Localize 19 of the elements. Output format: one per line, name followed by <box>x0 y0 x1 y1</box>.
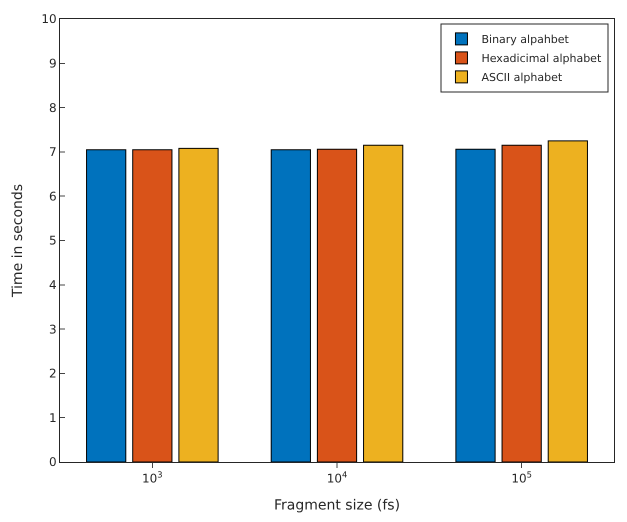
x-tick-label: 10$^{5}$ <box>511 469 532 486</box>
y-tick-label: 8 <box>48 100 57 115</box>
y-tick-label: 4 <box>48 278 57 292</box>
x-tick-label: 10$^{4}$ <box>326 469 348 486</box>
legend-label: ASCII alphabet <box>481 71 563 84</box>
y-tick-label: 1 <box>48 410 57 425</box>
legend-label: Hexadicimal alphabet <box>481 52 602 66</box>
y-tick-label: 7 <box>48 145 57 160</box>
x-tick-label: 10$^{3}$ <box>142 469 163 486</box>
y-tick-label: 9 <box>48 56 57 70</box>
y-tick-label: 2 <box>48 366 57 381</box>
y-tick-label: 6 <box>48 189 57 204</box>
y-tick-label: 5 <box>48 234 57 248</box>
legend-label: Binary alpahbet <box>481 33 570 46</box>
y-tick-label: 3 <box>48 322 57 336</box>
y-tick-label: 0 <box>48 455 57 470</box>
x-axis-title: Fragment size (fs) <box>274 498 400 514</box>
y-axis-title: Time in seconds <box>10 184 26 298</box>
y-tick-label: 10 <box>41 12 57 26</box>
